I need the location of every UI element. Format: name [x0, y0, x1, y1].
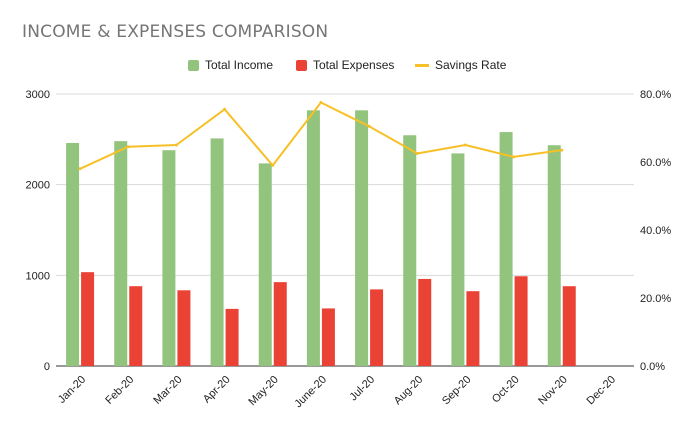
bar-total-expenses: [129, 286, 143, 366]
point-savings-rate: [560, 148, 564, 152]
legend-label-income: Total Income: [205, 58, 274, 72]
x-tick-label: Sep-20: [440, 374, 474, 408]
y-left-tick-label: 0: [44, 361, 50, 373]
chart-title: INCOME & EXPENSES COMPARISON: [22, 22, 329, 42]
legend-item-total-income: Total Income: [188, 58, 273, 72]
point-savings-rate: [415, 152, 419, 155]
legend-label-savings: Savings Rate: [435, 58, 507, 72]
point-savings-rate: [126, 145, 130, 149]
bar-total-expenses: [321, 308, 335, 366]
x-tick-label: May-20: [246, 374, 280, 408]
line-savings-rate: [79, 101, 562, 170]
legend: Total Income Total Expenses Savings Rate: [0, 58, 696, 76]
bar-total-expenses: [418, 278, 432, 366]
y-right-tick-label: 20.0%: [640, 293, 671, 305]
legend-item-savings-rate: Savings Rate: [415, 58, 506, 72]
x-tick-label: Jan-20: [56, 374, 88, 406]
bar-total-income: [451, 153, 465, 366]
legend-swatch-expenses: [296, 59, 307, 71]
bar-total-expenses: [225, 308, 239, 366]
point-savings-rate: [512, 155, 516, 159]
y-left-tick-label: 1000: [26, 270, 50, 282]
point-savings-rate: [78, 167, 82, 171]
bar-total-income: [66, 142, 80, 366]
bar-total-expenses: [514, 276, 528, 366]
bar-total-expenses: [81, 272, 95, 366]
bar-total-income: [306, 110, 320, 366]
y-right-tick-label: 40.0%: [640, 225, 671, 237]
y-right-tick-label: 60.0%: [640, 157, 671, 169]
bar-total-expenses: [466, 291, 480, 366]
bar-total-income: [499, 132, 513, 366]
point-savings-rate: [271, 163, 275, 167]
bar-total-expenses: [273, 282, 287, 366]
legend-swatch-income: [188, 59, 199, 71]
bar-total-expenses: [177, 290, 191, 366]
y-right-tick-label: 0.0%: [640, 361, 665, 373]
bar-total-income: [547, 145, 561, 366]
point-savings-rate: [463, 143, 467, 147]
bar-total-income: [210, 138, 224, 366]
legend-label-expenses: Total Expenses: [313, 58, 395, 72]
point-savings-rate: [223, 107, 227, 111]
x-tick-label: June-20: [292, 374, 329, 411]
bar-total-expenses: [370, 289, 384, 366]
x-tick-label: Dec-20: [584, 374, 618, 408]
point-savings-rate: [174, 143, 178, 147]
legend-swatch-savings: [415, 63, 429, 67]
y-left-tick-label: 2000: [26, 180, 50, 192]
bar-total-income: [114, 141, 128, 366]
x-tick-label: Jul-20: [348, 374, 378, 404]
legend-item-total-expenses: Total Expenses: [296, 58, 394, 72]
x-tick-label: Apr-20: [201, 374, 233, 406]
x-tick-label: Feb-20: [103, 374, 136, 407]
y-right-tick-label: 80.0%: [640, 89, 671, 101]
bar-total-income: [162, 150, 176, 366]
bar-total-income: [403, 135, 417, 366]
point-savings-rate: [367, 124, 371, 128]
bar-total-income: [355, 110, 369, 366]
x-tick-label: Oct-20: [490, 374, 522, 406]
x-tick-label: Mar-20: [151, 374, 184, 407]
x-tick-label: Nov-20: [536, 374, 570, 408]
bar-total-expenses: [562, 286, 576, 366]
bar-total-income: [258, 163, 272, 366]
point-savings-rate: [319, 101, 323, 104]
x-tick-label: Aug-20: [392, 374, 426, 408]
y-left-tick-label: 3000: [26, 89, 50, 101]
